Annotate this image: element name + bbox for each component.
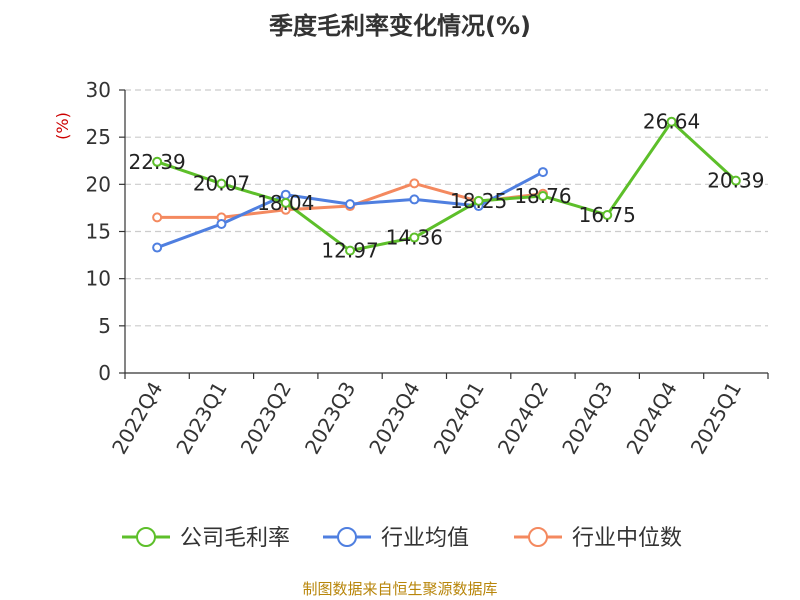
y-tick-label: 5 — [98, 314, 111, 338]
legend: 公司毛利率 行业均值 行业中位数 — [122, 526, 682, 551]
data-point — [345, 199, 356, 210]
y-tick-label: 20 — [86, 172, 111, 196]
x-tick-label: 2024Q4 — [621, 378, 681, 459]
legend-label: 公司毛利率 — [180, 526, 290, 551]
data-point — [602, 209, 613, 220]
x-tick-label: 2023Q1 — [171, 378, 231, 459]
data-point — [537, 167, 548, 178]
data-label: 18.25 — [450, 189, 507, 213]
legend-marker — [528, 527, 548, 547]
data-label: 14.36 — [386, 226, 443, 250]
data-point — [730, 175, 741, 186]
y-tick-label: 15 — [86, 220, 111, 244]
x-tick-label: 2022Q4 — [107, 378, 167, 459]
x-tick-label: 2023Q3 — [300, 378, 360, 459]
series-line — [156, 120, 737, 253]
legend-marker — [337, 527, 357, 547]
data-point — [152, 212, 163, 223]
x-tick-label: 2023Q4 — [364, 378, 424, 459]
chart-title: 季度毛利率变化情况(%) — [269, 12, 531, 40]
y-tick-label: 0 — [98, 361, 111, 385]
y-axis-label: (%) — [53, 112, 72, 140]
data-point — [537, 191, 548, 202]
x-tick-label: 2023Q2 — [236, 378, 296, 459]
x-tick-label: 2024Q2 — [493, 378, 553, 459]
y-tick-label: 25 — [86, 125, 111, 149]
legend-label: 行业均值 — [381, 526, 469, 551]
data-point — [345, 245, 356, 256]
data-point — [216, 218, 227, 229]
data-label: 20.39 — [707, 169, 764, 193]
data-point — [152, 242, 163, 253]
axes: 0 5 10 15 20 25 30 2022Q4 2023Q1 2023Q2 2023Q3 2023… — [86, 78, 769, 459]
data-label: 12.97 — [321, 239, 378, 263]
data-label: 18.76 — [514, 184, 571, 208]
x-tick-label: 2024Q1 — [429, 378, 489, 459]
data-point — [409, 178, 420, 189]
data-point — [473, 195, 484, 206]
data-point — [280, 197, 291, 208]
data-label: 26.64 — [643, 110, 700, 134]
y-tick-label: 30 — [86, 78, 111, 102]
data-point — [666, 116, 677, 127]
data-point — [152, 156, 163, 167]
data-label: 18.04 — [257, 191, 314, 215]
source-note: 制图数据来自恒生聚源数据库 — [302, 580, 497, 598]
legend-marker — [136, 527, 156, 547]
x-tick-label: 2024Q3 — [557, 378, 617, 459]
legend-label: 行业中位数 — [572, 526, 682, 551]
data-point — [409, 232, 420, 243]
data-label: 20.07 — [193, 172, 250, 196]
data-label: 16.75 — [579, 203, 636, 227]
series-lines — [152, 116, 741, 256]
x-tick-label: 2025Q1 — [686, 378, 746, 459]
y-tick-label: 10 — [86, 267, 111, 291]
data-point — [409, 194, 420, 205]
data-labels: 22.39 20.07 18.04 12.97 14.36 18.25 18.76 16.75… — [129, 110, 765, 263]
data-label: 22.39 — [129, 150, 186, 174]
data-point — [216, 178, 227, 189]
